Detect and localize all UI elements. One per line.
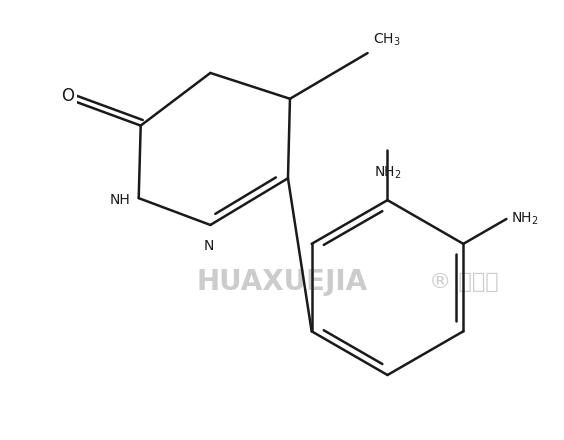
Text: NH: NH <box>110 193 131 207</box>
Text: O: O <box>61 87 74 105</box>
Text: CH$_3$: CH$_3$ <box>373 32 400 48</box>
Text: HUAXUEJIA: HUAXUEJIA <box>196 268 368 296</box>
Text: ® 化学加: ® 化学加 <box>429 271 499 292</box>
Text: NH$_2$: NH$_2$ <box>373 165 402 181</box>
Text: N: N <box>203 239 214 253</box>
Text: NH$_2$: NH$_2$ <box>512 211 539 227</box>
